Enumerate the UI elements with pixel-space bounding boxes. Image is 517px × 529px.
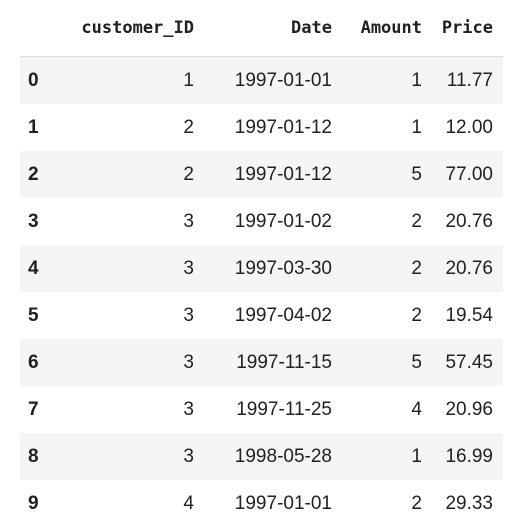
- table-row: 2 2 1997-01-12 5 77.00: [20, 151, 503, 198]
- cell-price: 16.99: [445, 445, 493, 467]
- cell-customer-id: 2: [183, 116, 194, 138]
- cell-amount: 4: [411, 398, 422, 420]
- table-row: 8 3 1998-05-28 1 16.99: [20, 433, 503, 480]
- row-index: 0: [28, 69, 39, 91]
- cell-amount: 1: [411, 116, 422, 138]
- table-row: 0 1 1997-01-01 1 11.77: [20, 56, 503, 104]
- table-row: 4 3 1997-03-30 2 20.76: [20, 245, 503, 292]
- table-row: 6 3 1997-11-15 5 57.45: [20, 339, 503, 386]
- cell-date: 1997-01-12: [234, 163, 332, 185]
- table-row: 7 3 1997-11-25 4 20.96: [20, 386, 503, 433]
- cell-amount: 1: [411, 445, 422, 467]
- cell-amount: 2: [411, 210, 422, 232]
- cell-date: 1997-11-15: [236, 351, 332, 373]
- row-index: 5: [28, 304, 39, 326]
- row-index: 4: [28, 257, 39, 279]
- cell-date: 1997-01-12: [234, 116, 332, 138]
- dataframe-output: customer_ID Date Amount Price 0 1 1997-0…: [20, 0, 503, 527]
- cell-date: 1997-11-25: [236, 398, 332, 420]
- table-body: 0 1 1997-01-01 1 11.77 1 2 1997-01-12 1 …: [20, 56, 503, 527]
- cell-customer-id: 3: [183, 445, 194, 467]
- cell-price: 12.00: [445, 116, 493, 138]
- row-index: 7: [28, 398, 39, 420]
- cell-amount: 2: [411, 492, 422, 514]
- cell-amount: 5: [411, 351, 422, 373]
- header-price: Price: [432, 0, 503, 57]
- cell-amount: 5: [411, 163, 422, 185]
- cell-amount: 2: [411, 304, 422, 326]
- cell-price: 57.45: [445, 351, 493, 373]
- cell-amount: 2: [411, 257, 422, 279]
- cell-date: 1997-03-30: [234, 257, 332, 279]
- header-row: customer_ID Date Amount Price: [20, 0, 503, 57]
- cell-date: 1997-01-01: [234, 69, 332, 91]
- row-index: 3: [28, 210, 39, 232]
- row-index: 9: [28, 492, 39, 514]
- cell-customer-id: 3: [183, 398, 194, 420]
- row-index: 6: [28, 351, 39, 373]
- header-index: [20, 0, 64, 57]
- cell-customer-id: 3: [183, 257, 194, 279]
- cell-price: 77.00: [445, 163, 493, 185]
- table-header: customer_ID Date Amount Price: [20, 0, 503, 57]
- cell-customer-id: 4: [183, 492, 194, 514]
- cell-price: 20.76: [445, 210, 493, 232]
- cell-price: 20.96: [445, 398, 493, 420]
- header-date: Date: [204, 0, 342, 57]
- table-row: 9 4 1997-01-01 2 29.33: [20, 480, 503, 527]
- table-row: 3 3 1997-01-02 2 20.76: [20, 198, 503, 245]
- cell-date: 1997-01-02: [234, 210, 332, 232]
- cell-customer-id: 3: [183, 210, 194, 232]
- cell-date: 1998-05-28: [234, 445, 332, 467]
- cell-customer-id: 1: [183, 69, 194, 91]
- cell-price: 19.54: [445, 304, 493, 326]
- header-amount: Amount: [342, 0, 432, 57]
- cell-customer-id: 3: [183, 351, 194, 373]
- cell-date: 1997-01-01: [234, 492, 332, 514]
- table-row: 1 2 1997-01-12 1 12.00: [20, 104, 503, 151]
- dataframe-table: customer_ID Date Amount Price 0 1 1997-0…: [20, 0, 503, 527]
- cell-price: 20.76: [445, 257, 493, 279]
- row-index: 1: [28, 116, 39, 138]
- cell-customer-id: 3: [183, 304, 194, 326]
- cell-customer-id: 2: [183, 163, 194, 185]
- header-customer-id: customer_ID: [64, 0, 204, 57]
- table-row: 5 3 1997-04-02 2 19.54: [20, 292, 503, 339]
- cell-price: 29.33: [445, 492, 493, 514]
- cell-amount: 1: [411, 69, 422, 91]
- cell-price: 11.77: [446, 69, 493, 91]
- cell-date: 1997-04-02: [234, 304, 332, 326]
- row-index: 2: [28, 163, 39, 185]
- row-index: 8: [28, 445, 39, 467]
